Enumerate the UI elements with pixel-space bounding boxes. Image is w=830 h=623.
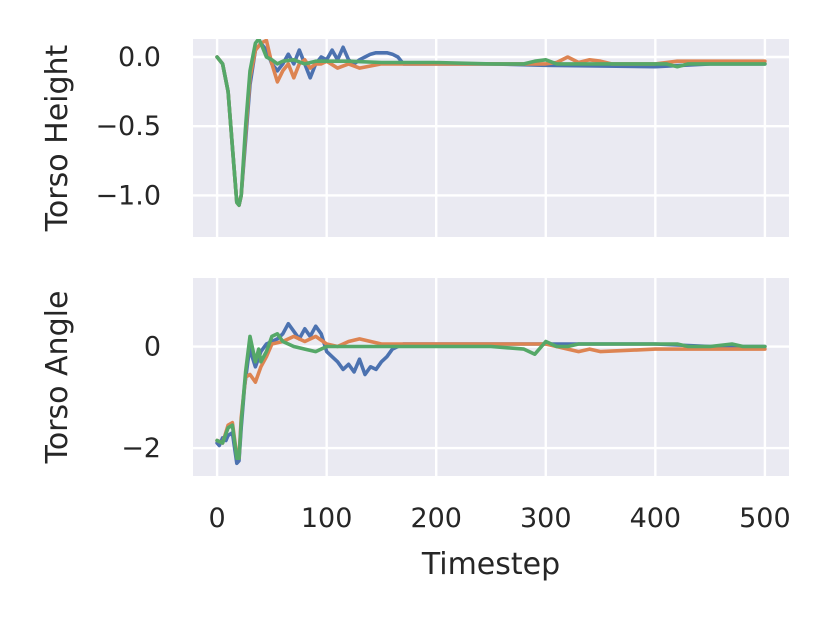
x-axis-label: Timestep <box>421 547 560 582</box>
plot-area <box>193 278 789 476</box>
x-tick-label: 500 <box>739 503 791 534</box>
series-group <box>215 39 767 207</box>
panel-2: 0 −2 Torso Angle 0 100 200 300 400 500 <box>40 278 791 534</box>
y-tick-label: −0.5 <box>95 111 161 142</box>
y-axis-label: Torso Height <box>40 44 75 232</box>
panel-1: 0.0 −0.5 −1.0 Torso Height <box>40 39 789 237</box>
series-line-3 <box>215 332 767 460</box>
y-tick-label: 0 <box>144 332 161 363</box>
x-tick-label: 100 <box>301 503 353 534</box>
y-tick-label: −1.0 <box>95 180 161 211</box>
x-tick-label: 0 <box>209 503 226 534</box>
series-group <box>215 321 767 466</box>
x-tick-label: 400 <box>630 503 682 534</box>
y-axis-label: Torso Angle <box>40 291 75 465</box>
series-line-3 <box>215 39 767 207</box>
x-tick-label: 200 <box>410 503 462 534</box>
y-tick-label: 0.0 <box>118 42 161 73</box>
x-tick-label: 300 <box>520 503 572 534</box>
y-tick-label: −2 <box>121 433 161 464</box>
